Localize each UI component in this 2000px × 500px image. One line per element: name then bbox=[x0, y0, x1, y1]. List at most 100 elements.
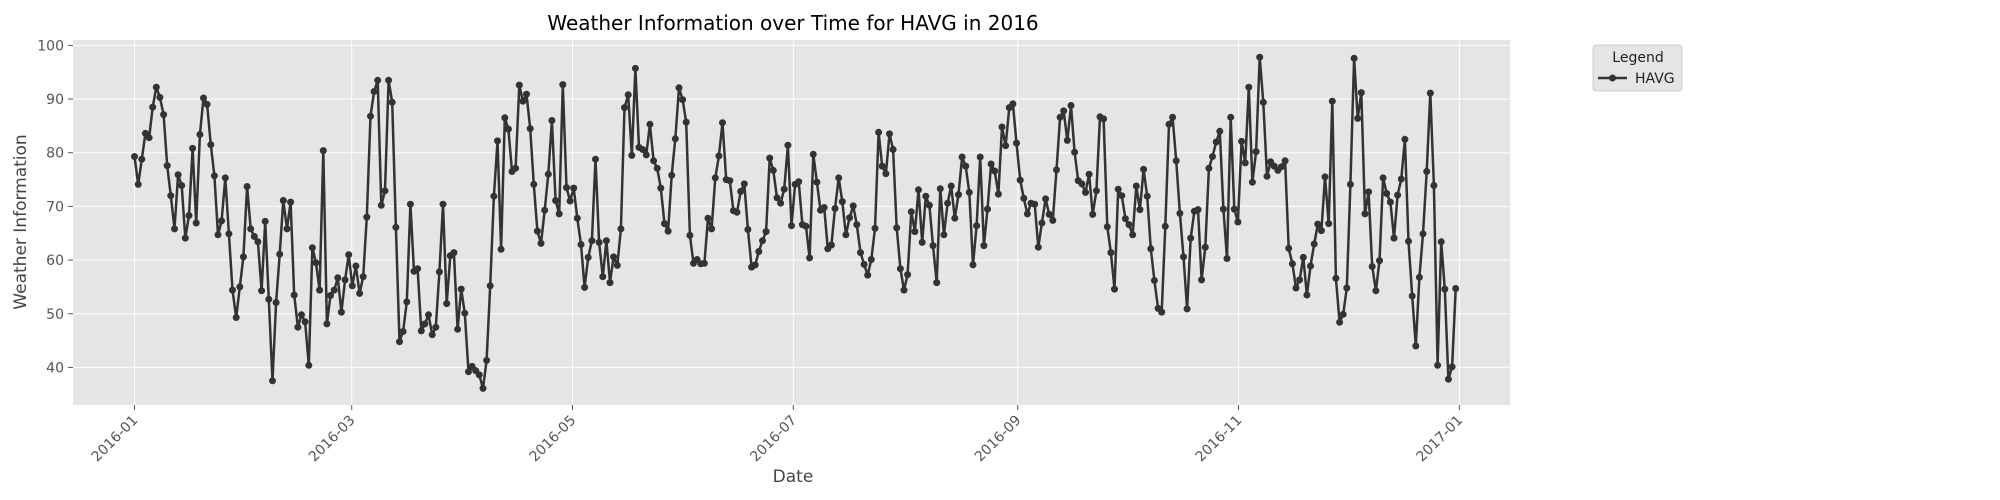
data-point bbox=[541, 206, 549, 214]
data-point bbox=[1183, 305, 1191, 313]
data-point bbox=[414, 265, 422, 273]
data-point bbox=[272, 299, 280, 306]
data-point bbox=[744, 226, 752, 233]
data-point bbox=[1103, 223, 1111, 231]
data-point bbox=[573, 214, 581, 222]
data-point bbox=[515, 81, 523, 89]
data-point bbox=[1299, 253, 1307, 261]
data-point bbox=[755, 248, 763, 255]
data-point bbox=[628, 151, 636, 159]
data-point bbox=[599, 273, 607, 281]
data-point bbox=[1397, 175, 1405, 183]
data-point bbox=[1034, 243, 1042, 251]
legend-title: Legend bbox=[1612, 50, 1663, 66]
data-point bbox=[719, 119, 726, 127]
data-point bbox=[490, 192, 498, 200]
data-point bbox=[243, 183, 251, 190]
data-point bbox=[827, 241, 835, 249]
data-point bbox=[940, 231, 948, 239]
x-tick-label: 2016-07 bbox=[747, 413, 800, 466]
data-point bbox=[1339, 310, 1347, 318]
data-point bbox=[733, 208, 741, 216]
data-point bbox=[1194, 206, 1202, 214]
data-point bbox=[239, 253, 247, 261]
data-point bbox=[617, 225, 625, 233]
data-point bbox=[1368, 263, 1376, 270]
data-point bbox=[806, 254, 814, 262]
data-point bbox=[631, 64, 639, 72]
data-point bbox=[269, 377, 276, 385]
data-point bbox=[994, 190, 1002, 198]
data-point bbox=[1092, 187, 1100, 195]
data-point bbox=[759, 237, 766, 245]
data-point bbox=[334, 274, 342, 282]
data-point bbox=[875, 128, 883, 136]
data-point bbox=[1357, 89, 1365, 97]
data-point bbox=[1241, 159, 1249, 167]
data-point bbox=[461, 309, 469, 317]
x-tick-label: 2016-11 bbox=[1193, 413, 1246, 466]
data-point bbox=[1129, 231, 1137, 239]
data-point bbox=[544, 170, 552, 178]
data-point bbox=[1426, 89, 1434, 97]
data-point bbox=[1150, 277, 1158, 284]
data-point bbox=[450, 249, 458, 257]
data-point bbox=[181, 234, 189, 242]
data-point bbox=[308, 244, 316, 252]
data-point bbox=[592, 155, 599, 163]
data-point bbox=[1161, 222, 1169, 230]
data-point bbox=[185, 212, 193, 219]
data-point bbox=[1089, 210, 1097, 218]
data-point bbox=[802, 222, 810, 230]
data-point bbox=[595, 238, 603, 246]
data-point bbox=[621, 104, 628, 112]
data-point bbox=[428, 331, 436, 339]
data-point bbox=[363, 213, 371, 221]
data-point bbox=[1118, 192, 1126, 200]
data-point bbox=[1448, 363, 1456, 371]
y-axis-label: Weather Information bbox=[11, 134, 31, 309]
legend: Legend HAVG bbox=[1592, 44, 1683, 92]
data-point bbox=[1307, 262, 1314, 270]
data-point bbox=[1176, 209, 1184, 217]
data-point bbox=[1310, 240, 1318, 248]
data-point bbox=[1060, 107, 1068, 115]
data-point bbox=[1071, 148, 1079, 156]
data-point bbox=[886, 130, 893, 138]
data-point bbox=[820, 204, 828, 211]
data-point bbox=[1434, 361, 1442, 369]
legend-entry-havg: HAVG bbox=[1635, 71, 1675, 87]
data-point bbox=[1441, 285, 1449, 293]
data-point bbox=[1383, 190, 1391, 197]
data-point bbox=[846, 214, 854, 222]
data-point bbox=[661, 220, 668, 228]
data-point bbox=[145, 134, 153, 142]
x-tick-label: 2017-01 bbox=[1413, 413, 1466, 466]
data-point bbox=[1423, 168, 1431, 175]
data-point bbox=[352, 262, 360, 270]
data-point bbox=[1390, 234, 1398, 242]
data-point bbox=[1444, 375, 1452, 383]
data-point bbox=[882, 170, 890, 178]
data-point bbox=[497, 245, 505, 253]
data-point bbox=[584, 253, 592, 261]
data-point bbox=[1013, 139, 1020, 147]
data-point bbox=[1042, 195, 1050, 203]
data-point bbox=[152, 83, 160, 91]
data-point bbox=[664, 227, 672, 235]
data-point bbox=[519, 97, 527, 105]
data-point bbox=[254, 238, 262, 246]
data-point bbox=[1430, 182, 1438, 189]
x-tick-label: 2016-09 bbox=[972, 413, 1025, 466]
data-point bbox=[1361, 210, 1369, 218]
data-point bbox=[160, 111, 168, 119]
data-point bbox=[1002, 142, 1010, 150]
data-point bbox=[896, 265, 904, 273]
data-point bbox=[1252, 148, 1260, 156]
data-point bbox=[1205, 164, 1213, 172]
data-point bbox=[577, 241, 585, 248]
x-tick-label: 2016-05 bbox=[527, 413, 580, 466]
data-point bbox=[1198, 276, 1206, 284]
data-point bbox=[973, 222, 981, 230]
data-point bbox=[232, 314, 240, 321]
